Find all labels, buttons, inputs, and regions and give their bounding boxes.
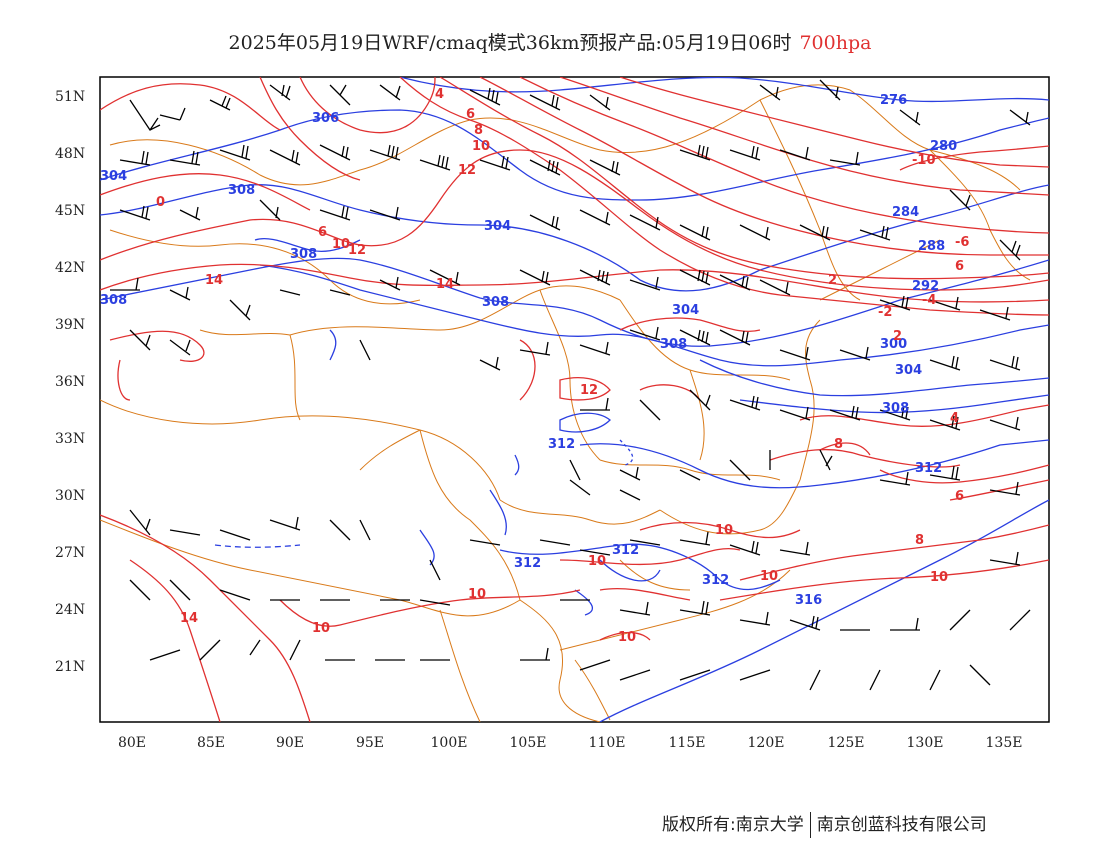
temp-label-14: 14 [205, 273, 223, 288]
temp-label-4b: 4 [950, 411, 959, 426]
lat-axis: 51N 48N 45N 42N 39N 36N 33N 30N 27N 24N … [55, 89, 85, 675]
lat-label-36n: 36N [55, 374, 85, 390]
lon-label-105e: 105E [510, 735, 547, 751]
height-label-304-ne: 304 [672, 303, 699, 318]
height-label-308-west: 308 [100, 293, 127, 308]
temp-label-12c: 12 [580, 383, 598, 398]
copyright-right: 南京创蓝科技有限公司 [816, 815, 987, 835]
height-label-304-west: 304 [100, 169, 127, 184]
lat-label-21n: 21N [55, 659, 85, 675]
contour-labels: 276 280 284 288 292 300 304 308 312 316 … [100, 87, 969, 645]
height-label-306: 306 [312, 111, 339, 126]
lat-label-30n: 30N [55, 488, 85, 504]
temp-label-10i: 10 [618, 630, 636, 645]
temp-label-minus2: -2 [878, 305, 892, 320]
lon-label-95e: 95E [356, 735, 384, 751]
height-label-304-mid: 304 [484, 219, 511, 234]
height-label-280: 280 [930, 139, 957, 154]
height-label-284: 284 [892, 205, 919, 220]
temp-label-10g: 10 [468, 587, 486, 602]
height-label-312: 312 [915, 461, 942, 476]
temp-label-minus4: -4 [922, 293, 936, 308]
temp-label-6: 6 [466, 107, 475, 122]
temp-contours [100, 77, 1049, 722]
lon-label-120e: 120E [748, 735, 785, 751]
title-main: 2025年05月19日WRF/cmaq模式36km预报产品:05月19日06时 [228, 32, 792, 54]
temp-label-2b: 2 [893, 329, 902, 344]
lon-label-100e: 100E [431, 735, 468, 751]
temp-label-10e: 10 [760, 569, 778, 584]
temp-label-10b: 10 [332, 237, 350, 252]
footer-separator [809, 812, 811, 838]
height-label-312-south: 312 [514, 556, 541, 571]
height-label-308-ne: 308 [660, 337, 687, 352]
height-label-312-mid: 312 [548, 437, 575, 452]
height-label-308-basin: 308 [290, 247, 317, 262]
lat-label-33n: 33N [55, 431, 85, 447]
temp-label-12b: 12 [348, 243, 366, 258]
copyright-left: 版权所有:南京大学 [662, 815, 804, 835]
temp-label-0: 0 [156, 195, 165, 210]
title-level: 700hpa [799, 32, 872, 54]
height-label-308-nw: 308 [228, 183, 255, 198]
lon-label-110e: 110E [589, 735, 626, 751]
lat-label-42n: 42N [55, 260, 85, 276]
copyright-footer: 版权所有:南京大学 南京创蓝科技有限公司 [662, 810, 987, 838]
temp-label-4: 4 [435, 87, 444, 102]
borders-layer [100, 84, 1031, 722]
lon-label-90e: 90E [276, 735, 304, 751]
temp-label-8c: 8 [915, 533, 924, 548]
lat-label-48n: 48N [55, 146, 85, 162]
lat-label-51n: 51N [55, 89, 85, 105]
temp-label-10f: 10 [930, 570, 948, 585]
height-label-312-center: 312 [612, 543, 639, 558]
temp-label-minus10: -10 [912, 153, 936, 168]
height-label-308: 308 [882, 401, 909, 416]
height-label-276: 276 [880, 93, 907, 108]
temp-label-10: 10 [472, 139, 490, 154]
lon-label-80e: 80E [118, 735, 146, 751]
temp-label-8b: 8 [834, 437, 843, 452]
height-label-312-east: 312 [702, 573, 729, 588]
height-label-288: 288 [918, 239, 945, 254]
lon-label-135e: 135E [986, 735, 1023, 751]
wind-barbs [110, 79, 1031, 691]
temp-label-8: 8 [474, 123, 483, 138]
temp-label-6c: 6 [955, 259, 964, 274]
lon-label-115e: 115E [669, 735, 706, 751]
height-label-300: 300 [880, 337, 907, 352]
lat-label-24n: 24N [55, 602, 85, 618]
temp-label-12: 12 [458, 163, 476, 178]
temp-label-14b: 14 [436, 277, 454, 292]
lon-label-130e: 130E [907, 735, 944, 751]
temp-label-14c: 14 [180, 611, 198, 626]
height-label-292: 292 [912, 279, 939, 294]
temp-label-2: 2 [828, 273, 837, 288]
temp-label-10c: 10 [715, 523, 733, 538]
lon-label-85e: 85E [197, 735, 225, 751]
lon-label-125e: 125E [828, 735, 865, 751]
height-label-304: 304 [895, 363, 922, 378]
height-label-308-c: 308 [482, 295, 509, 310]
lat-label-27n: 27N [55, 545, 85, 561]
temp-label-minus6: -6 [955, 235, 969, 250]
lon-axis: 80E 85E 90E 95E 100E 105E 110E 115E 120E… [118, 735, 1023, 751]
temp-label-6d: 6 [955, 489, 964, 504]
lat-label-39n: 39N [55, 317, 85, 333]
temp-label-6b: 6 [318, 225, 327, 240]
temp-label-10d: 10 [588, 554, 606, 569]
chart-title: 2025年05月19日WRF/cmaq模式36km预报产品:05月19日06时 7… [0, 28, 1100, 55]
lat-label-45n: 45N [55, 203, 85, 219]
temp-label-10h: 10 [312, 621, 330, 636]
height-label-316: 316 [795, 593, 822, 608]
